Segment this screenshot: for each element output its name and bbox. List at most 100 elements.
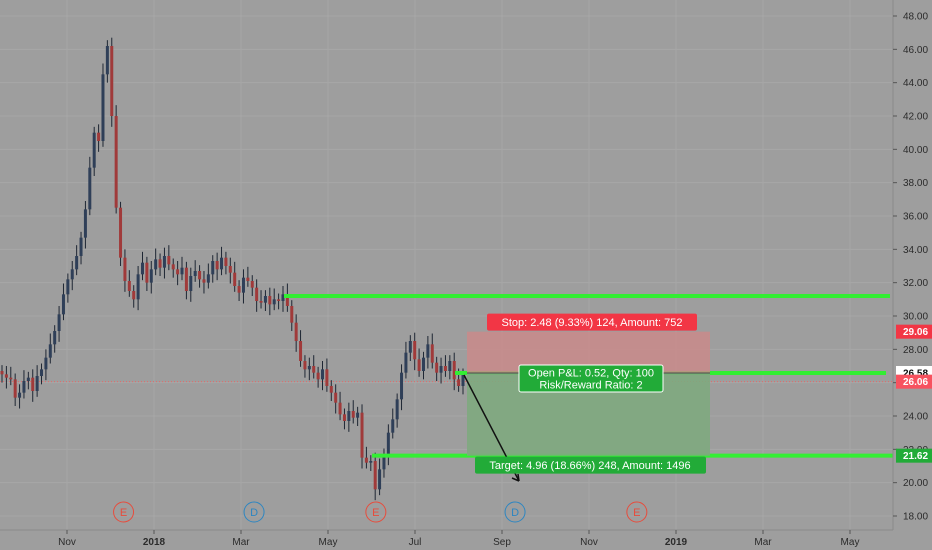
candle-body xyxy=(417,359,421,371)
candle-body xyxy=(13,379,17,398)
candle-body xyxy=(97,132,101,141)
candle-body xyxy=(57,314,61,331)
candle-body xyxy=(22,381,26,393)
target-label: Target: 4.96 (18.66%) 248, Amount: 1496 xyxy=(489,460,690,472)
candle-body xyxy=(233,272,237,286)
candle-body xyxy=(0,371,4,375)
candle-body xyxy=(44,357,48,370)
price-tick-label: 42.00 xyxy=(903,112,928,123)
candle-body xyxy=(395,399,399,420)
price-tick-label: 32.00 xyxy=(903,278,928,289)
candle-body xyxy=(149,269,153,283)
candle-body xyxy=(452,361,456,380)
time-tick-label: 2018 xyxy=(143,537,166,548)
candle-body xyxy=(426,344,430,358)
candle-body xyxy=(255,287,259,301)
candle-body xyxy=(382,454,386,470)
candle-body xyxy=(237,286,241,293)
candle-body xyxy=(303,361,307,370)
candle-body xyxy=(443,366,447,371)
event-marker-letter: D xyxy=(511,507,519,519)
candle-body xyxy=(66,279,70,295)
trend-arrow-head xyxy=(511,473,520,482)
price-tag-box xyxy=(896,448,932,463)
ratio-label: Risk/Reward Ratio: 2 xyxy=(539,380,642,392)
candle-body xyxy=(127,281,131,291)
candle-body xyxy=(430,344,434,363)
candle-body xyxy=(373,461,377,490)
candle-body xyxy=(119,207,123,258)
candle-body xyxy=(329,386,333,393)
candle-body xyxy=(316,372,320,380)
candle-body xyxy=(211,261,215,275)
candle-body xyxy=(325,369,329,386)
price-tag-label: 29.06 xyxy=(903,327,928,338)
time-tick-label: Nov xyxy=(58,537,76,548)
event-marker[interactable] xyxy=(365,501,387,523)
candle-body xyxy=(228,266,232,273)
candle-body xyxy=(400,372,404,400)
candle-body xyxy=(171,264,175,270)
candle-body xyxy=(457,379,461,386)
candle-body xyxy=(439,366,443,373)
candle-body xyxy=(83,209,87,238)
candle-body xyxy=(307,366,311,370)
event-marker[interactable] xyxy=(504,501,526,523)
candle-body xyxy=(48,344,52,358)
candle-body xyxy=(312,366,316,373)
time-axis[interactable]: Nov 2018 Mar May Jul Sep Nov 2019 Mar May xyxy=(58,530,859,548)
candle-body xyxy=(61,294,65,315)
price-tick-label: 38.00 xyxy=(903,178,928,189)
candle-body xyxy=(198,271,202,280)
candle-body xyxy=(378,469,382,490)
stop-label-box xyxy=(487,313,697,331)
candle-body xyxy=(92,132,96,168)
event-marker[interactable] xyxy=(243,501,265,523)
candle-body xyxy=(360,412,364,458)
candle-body xyxy=(334,392,338,403)
candle-body xyxy=(461,374,465,386)
candle-body xyxy=(105,46,109,75)
price-tick-label: 30.00 xyxy=(903,312,928,323)
event-marker[interactable] xyxy=(626,501,648,523)
candle-body xyxy=(79,237,83,256)
grid xyxy=(0,381,893,383)
candle-body xyxy=(75,256,79,270)
price-tick-label: 48.00 xyxy=(903,12,928,23)
candle-body xyxy=(408,341,412,353)
candle-body xyxy=(215,261,219,270)
candle-body xyxy=(9,377,13,380)
time-tick-label: May xyxy=(841,537,860,548)
price-tag-box xyxy=(896,374,932,389)
candle-body xyxy=(220,257,224,270)
event-marker[interactable] xyxy=(113,501,135,523)
candle-body xyxy=(351,411,355,418)
price-tick-label: 46.00 xyxy=(903,45,928,56)
candle-body xyxy=(250,281,254,288)
candle-body xyxy=(88,167,92,210)
candle-body xyxy=(268,296,272,305)
candle-body xyxy=(189,276,193,291)
candle-body xyxy=(347,411,351,421)
candle-body xyxy=(435,362,439,373)
candle-body xyxy=(53,331,57,345)
candle-body xyxy=(386,432,390,455)
candle-body xyxy=(140,262,144,275)
candle-body xyxy=(421,357,425,371)
candle-body xyxy=(369,461,373,463)
candle-body xyxy=(154,259,158,270)
candle-body xyxy=(202,279,206,283)
pnl-label-box xyxy=(518,364,664,393)
price-tag-label: 26.58 xyxy=(903,369,928,380)
short-position-tool[interactable]: Stop: 2.48 (9.33%) 124, Amount: 752 Open … xyxy=(463,313,710,482)
price-tag-label: 21.62 xyxy=(903,451,928,462)
event-marker-letter: E xyxy=(120,507,127,519)
candle-body xyxy=(101,74,105,141)
price-tick-label: 36.00 xyxy=(903,212,928,223)
price-tick-label: 40.00 xyxy=(903,145,928,156)
candle-body xyxy=(285,294,289,306)
price-tick-label: 20.00 xyxy=(903,478,928,489)
